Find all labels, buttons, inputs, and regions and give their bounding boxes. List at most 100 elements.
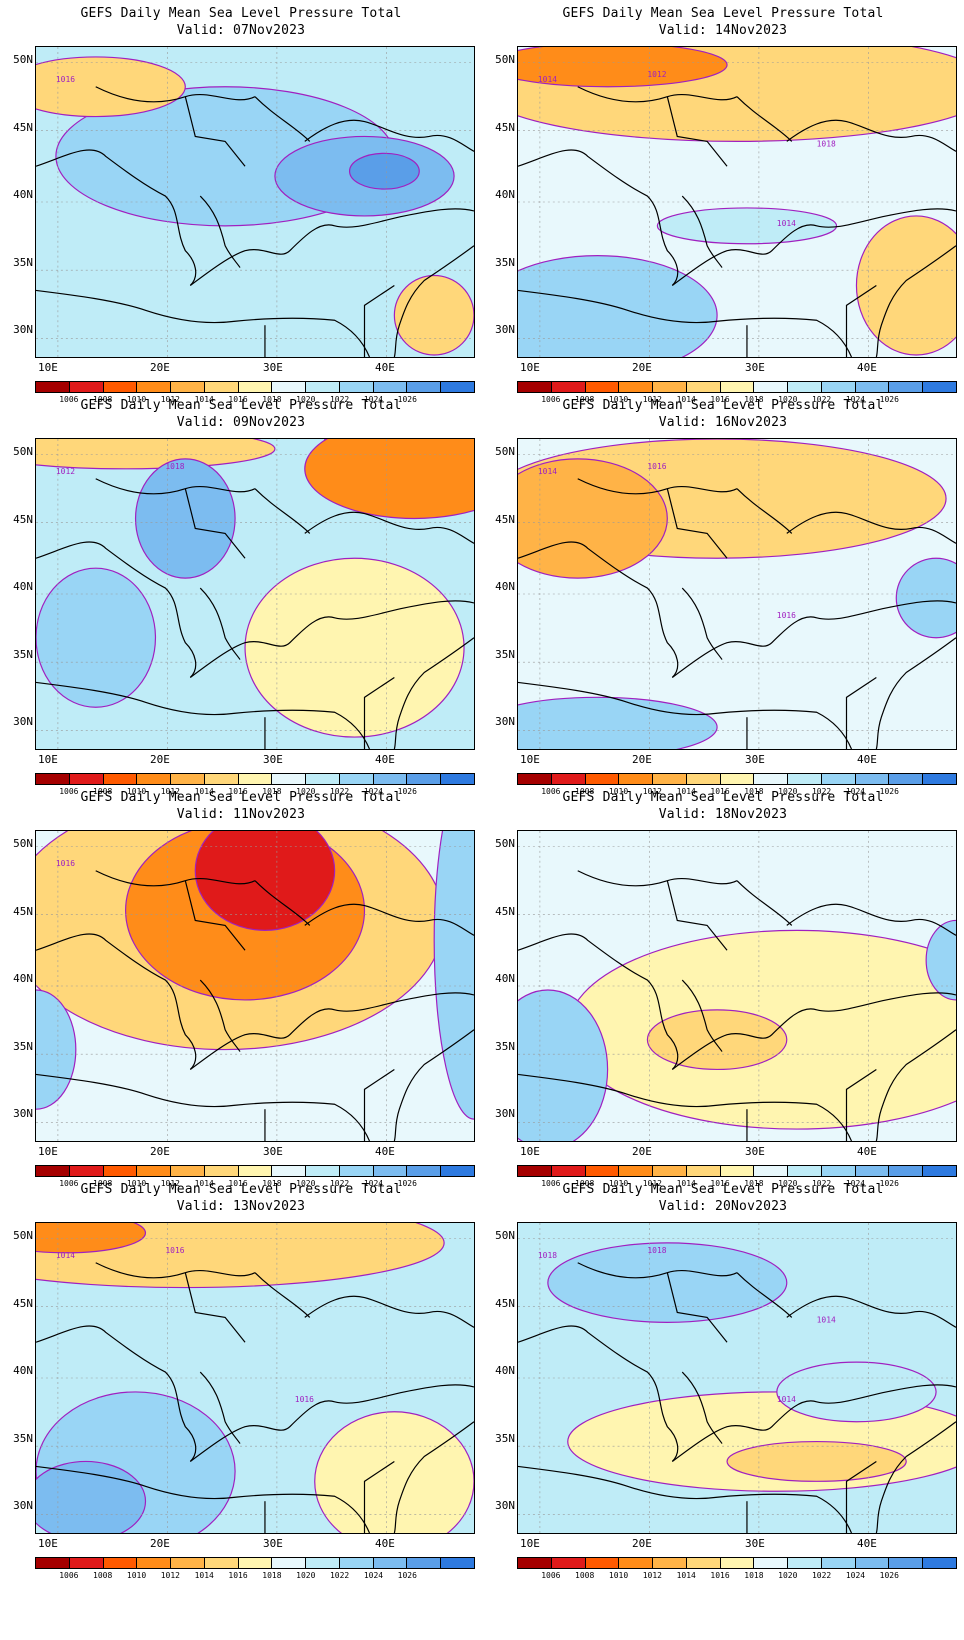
coastline (36, 1073, 371, 1141)
contour-label: 1018 (538, 1251, 557, 1260)
colorbar-label: 1014 (194, 1571, 214, 1580)
coastline (304, 511, 474, 544)
colorbar-swatch (821, 382, 856, 392)
colorbar (517, 773, 957, 785)
panel-valid-date: Valid: 14Nov2023 (658, 23, 788, 38)
pressure-contour (925, 919, 956, 1001)
colorbar-swatch (137, 1166, 172, 1176)
coastline (518, 1465, 853, 1533)
colorbar-label: 1026 (397, 1179, 417, 1188)
latitude-label: 30N (495, 323, 515, 336)
colorbar-label: 1006 (541, 1571, 561, 1580)
coastline (518, 933, 679, 1070)
latitude-label: 35N (13, 648, 33, 661)
latitude-label: 45N (13, 513, 33, 526)
colorbar-label: 1010 (126, 1179, 147, 1188)
colorbar-label: 1016 (710, 787, 730, 796)
colorbar (35, 1557, 475, 1569)
colorbar-swatch (619, 774, 654, 784)
colorbar-swatch (137, 382, 172, 392)
latitude-label: 40N (495, 188, 515, 201)
colorbar-label: 1012 (160, 1571, 180, 1580)
coastline (518, 289, 853, 357)
colorbar-swatch (585, 1558, 620, 1568)
latitude-label: 45N (495, 121, 515, 134)
coastline (875, 1421, 956, 1533)
colorbar-swatch (923, 382, 956, 392)
colorbar-swatch (518, 1166, 552, 1176)
colorbar-label: 1006 (59, 1571, 79, 1580)
colorbar-swatch (720, 1558, 755, 1568)
longitude-label: 30E (745, 753, 765, 766)
panel-valid-date: Valid: 11Nov2023 (176, 807, 306, 822)
colorbar (517, 1165, 957, 1177)
coastline (875, 1029, 956, 1141)
longitude-label: 30E (745, 1537, 765, 1550)
contour-label: 1016 (647, 462, 666, 471)
colorbar-swatch (407, 382, 442, 392)
coastline (199, 587, 241, 660)
panel-valid-date: Valid: 16Nov2023 (658, 415, 788, 430)
colorbar-swatch (754, 1558, 789, 1568)
colorbar-label: 1012 (160, 1179, 180, 1188)
longitude-label: 40E (857, 1145, 877, 1158)
colorbar (517, 381, 957, 393)
colorbar (517, 1557, 957, 1569)
longitude-label: 20E (150, 1537, 170, 1550)
colorbar-label: 1016 (228, 1571, 248, 1580)
colorbar-label: 1022 (329, 787, 350, 796)
colorbar-swatch (238, 1558, 273, 1568)
colorbar-label: 1014 (194, 1179, 214, 1188)
coastline (518, 681, 853, 749)
colorbar-label: 1018 (744, 787, 764, 796)
colorbar-label: 1010 (126, 395, 147, 404)
coastline (36, 1465, 371, 1533)
colorbar-swatch (36, 1166, 70, 1176)
colorbar-swatch (821, 774, 856, 784)
colorbar-swatch (551, 1166, 586, 1176)
coastline (254, 96, 311, 142)
coastline (845, 1068, 877, 1141)
panel-title: GEFS Daily Mean Sea Level Pressure Total (80, 1182, 402, 1197)
coastline (184, 880, 246, 951)
colorbar-swatch (720, 382, 755, 392)
latitude-label: 45N (13, 121, 33, 134)
colorbar-swatch (407, 1166, 442, 1176)
colorbar-label: 1008 (93, 1179, 113, 1188)
coastline (36, 933, 197, 1070)
colorbar-swatch (36, 1558, 70, 1568)
panel-valid-date: Valid: 09Nov2023 (176, 415, 306, 430)
contour-label: 1014 (777, 1395, 796, 1404)
longitude-label: 20E (150, 361, 170, 374)
colorbar-label: 1022 (811, 1571, 832, 1580)
colorbar-swatch (204, 1558, 239, 1568)
colorbar-swatch (306, 774, 340, 784)
coastline (736, 488, 793, 534)
colorbar-label: 1020 (296, 1571, 316, 1580)
contour-label: 1014 (777, 219, 796, 228)
colorbar-swatch (441, 1166, 474, 1176)
latitude-label: 50N (13, 1229, 33, 1242)
colorbar-swatch (585, 1166, 620, 1176)
colorbar-swatch (373, 382, 408, 392)
coastline (671, 992, 956, 1070)
panel-title: GEFS Daily Mean Sea Level Pressure Total (80, 6, 402, 21)
latitude-label: 45N (495, 905, 515, 918)
colorbar-swatch (272, 774, 307, 784)
colorbar-swatch (720, 1166, 755, 1176)
colorbar-swatch (889, 774, 924, 784)
panel-title: GEFS Daily Mean Sea Level Pressure Total (562, 398, 884, 413)
panel-valid-date: Valid: 07Nov2023 (176, 23, 306, 38)
latitude-label: 30N (495, 1107, 515, 1120)
colorbar-label: 1026 (879, 1179, 899, 1188)
colorbar-swatch (339, 1166, 374, 1176)
coastline (875, 245, 956, 357)
latitude-label: 50N (495, 837, 515, 850)
colorbar-swatch (923, 774, 956, 784)
map-panel: GEFS Daily Mean Sea Level Pressure Total… (482, 1176, 964, 1586)
contour-label: 1014 (56, 1251, 75, 1260)
colorbar-label: 1016 (710, 1571, 730, 1580)
coastline (36, 681, 371, 749)
colorbar-swatch (788, 382, 822, 392)
colorbar-swatch (788, 1166, 822, 1176)
